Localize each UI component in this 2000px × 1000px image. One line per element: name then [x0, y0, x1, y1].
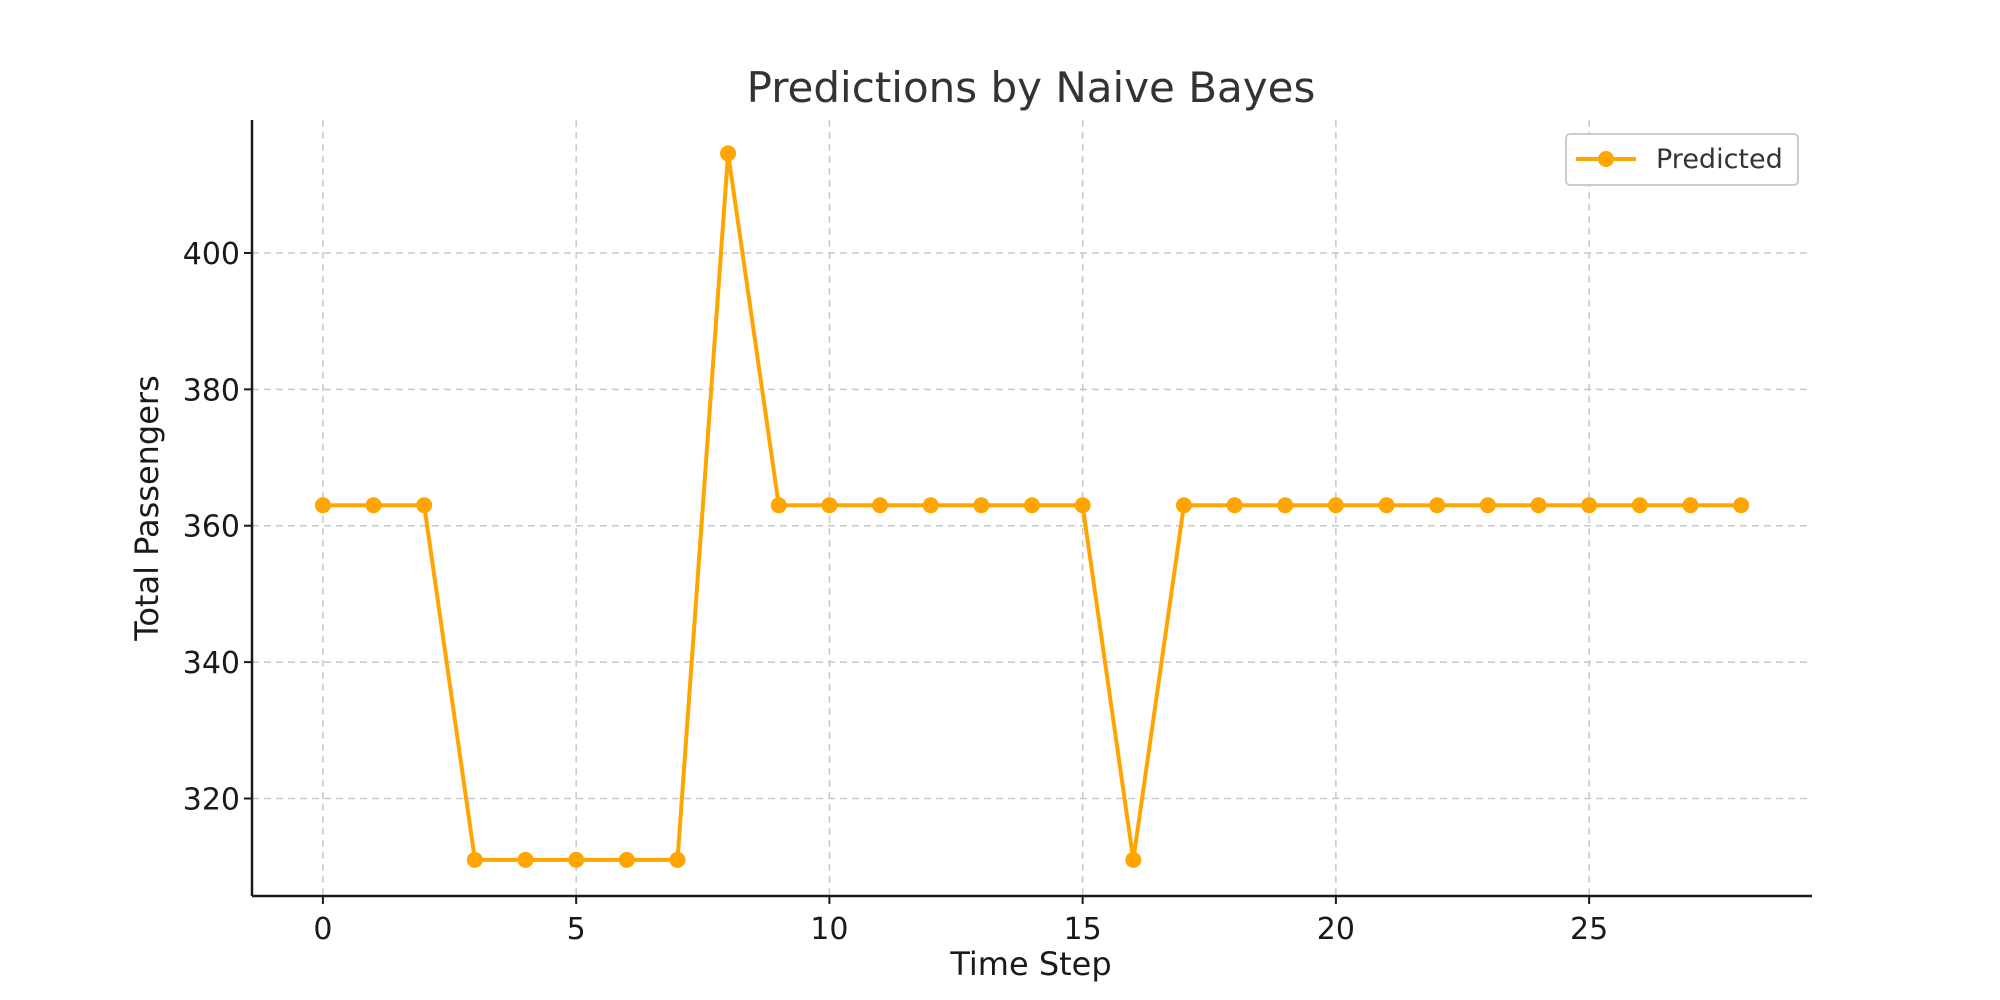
x-axis-ticks: 0 5 10 15 20 25	[313, 896, 1608, 947]
legend-marker-swatch	[1598, 151, 1614, 167]
data-point	[1327, 497, 1344, 514]
data-point	[1125, 851, 1142, 868]
data-point	[1175, 497, 1192, 514]
data-point	[1024, 497, 1040, 514]
series-predicted	[314, 145, 1750, 868]
data-point	[669, 851, 686, 868]
x-tick-label: 15	[1064, 912, 1102, 947]
data-point	[618, 851, 635, 868]
data-point	[466, 851, 483, 868]
y-axis-label: Total Passengers	[128, 375, 166, 642]
y-tick-label: 340	[183, 646, 240, 681]
data-point	[1581, 497, 1598, 514]
data-point	[1226, 497, 1243, 514]
data-point	[314, 497, 331, 514]
data-point	[1429, 497, 1446, 514]
data-point	[568, 851, 585, 868]
x-tick-label: 20	[1317, 912, 1355, 947]
y-tick-label: 400	[183, 237, 240, 272]
data-point	[770, 497, 787, 514]
data-point	[1277, 497, 1294, 514]
x-tick-label: 5	[567, 912, 586, 947]
data-point	[720, 145, 737, 162]
x-axis-label: Time Step	[949, 945, 1111, 983]
data-point	[1631, 497, 1648, 514]
legend-label-predicted: Predicted	[1656, 144, 1783, 175]
data-point	[973, 497, 990, 514]
x-tick-label: 25	[1570, 912, 1608, 947]
data-point	[1733, 497, 1750, 514]
data-point	[922, 497, 939, 514]
y-tick-label: 380	[183, 373, 240, 408]
data-point	[1479, 497, 1496, 514]
data-point	[1378, 497, 1395, 514]
data-point	[821, 497, 838, 514]
axes	[250, 120, 1812, 898]
data-point	[1530, 497, 1547, 514]
data-point	[1074, 497, 1091, 514]
legend: Predicted	[1565, 133, 1799, 186]
data-point	[365, 497, 382, 514]
data-point	[872, 497, 889, 514]
legend-box	[1565, 133, 1799, 186]
y-axis-ticks: 320 340 360 380 400	[183, 237, 252, 817]
x-tick-label: 10	[810, 912, 848, 947]
data-point	[416, 497, 433, 514]
data-point	[1682, 497, 1699, 514]
y-tick-label: 320	[183, 782, 240, 817]
data-point	[517, 851, 534, 868]
y-tick-label: 360	[183, 510, 240, 545]
x-tick-label: 0	[313, 912, 332, 947]
chart-title: Predictions by Naive Bayes	[747, 63, 1316, 112]
